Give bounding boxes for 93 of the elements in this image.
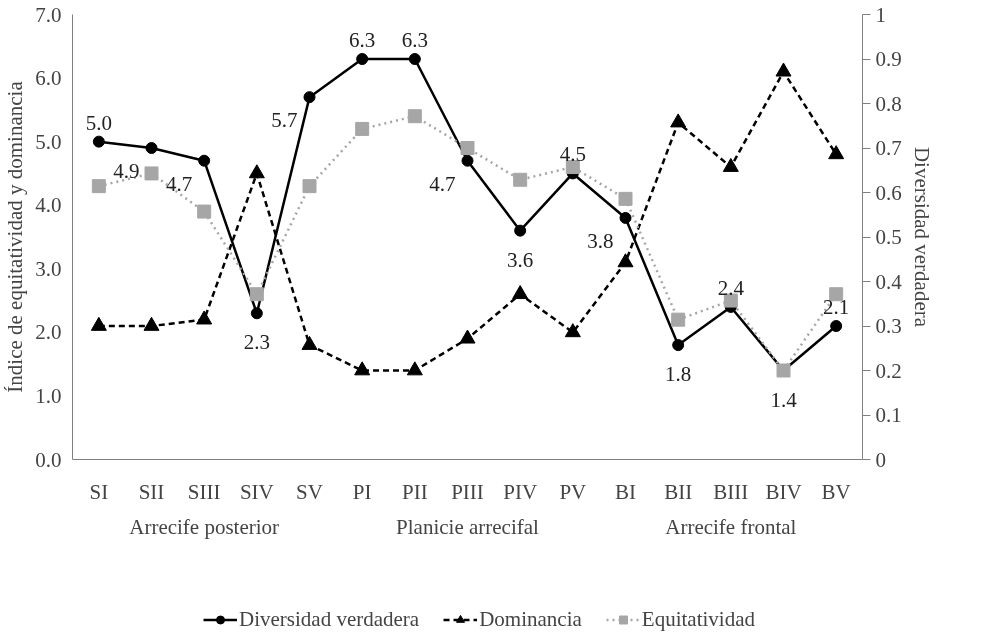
x-tick-label: PI [352, 479, 372, 504]
x-tick-label: SII [138, 479, 165, 504]
point [301, 335, 318, 350]
point [512, 285, 529, 300]
legend-label: Equitatividad [641, 606, 755, 632]
legend-label: Diversidad verdadera [239, 606, 420, 632]
x-tick-label: BIV [765, 479, 802, 504]
x-tick-label: BII [664, 479, 693, 504]
y2-tick-label: 0.9 [875, 47, 902, 71]
y2-tick-label: 0.8 [875, 91, 902, 116]
point [408, 53, 421, 65]
point [564, 323, 581, 338]
point [565, 160, 580, 175]
point [143, 316, 160, 331]
data-label: 2.4 [717, 275, 745, 300]
x-tick-label: BV [821, 479, 851, 504]
point [303, 91, 316, 104]
y2-tick-label: 0.6 [875, 180, 902, 205]
data-label: 3.6 [507, 247, 534, 272]
data-label: 4.5 [559, 142, 586, 167]
point [617, 253, 634, 268]
point [249, 287, 264, 302]
point [354, 361, 371, 376]
y-tick-label: 0.0 [35, 447, 62, 472]
point [197, 204, 212, 219]
point [198, 154, 211, 167]
point [459, 329, 476, 344]
data-label: 2.1 [823, 295, 850, 319]
point [461, 154, 474, 167]
x-tick-label: SIV [239, 479, 274, 504]
point [514, 224, 527, 237]
y2-tick-label: 0 [875, 447, 886, 472]
point [618, 191, 633, 206]
x-tick-label: SIII [187, 479, 221, 504]
data-label: 4.7 [429, 171, 456, 196]
y2-tick-label: 1 [875, 2, 886, 27]
data-label: 5.7 [271, 108, 298, 133]
data-label: 4.9 [113, 159, 140, 183]
point [672, 339, 685, 352]
y2-tick-label: 0.1 [875, 403, 902, 427]
text: Planicie arrecifal [396, 514, 540, 539]
y-tick-label: 1.0 [35, 383, 62, 408]
data-label: 5.0 [85, 110, 112, 135]
data-label: 4.7 [165, 171, 193, 196]
point [302, 179, 317, 194]
point [248, 164, 265, 179]
y2-tick-label: 0.7 [875, 136, 902, 160]
data-label: 1.4 [770, 387, 798, 412]
point [92, 135, 105, 148]
point [356, 53, 369, 65]
y-axis-title: Índice de equitatividad y dominancia [3, 80, 28, 393]
data-label: 1.8 [665, 362, 692, 387]
y-tick-label: 6.0 [35, 66, 62, 91]
x-tick-label: SV [296, 479, 323, 504]
data-label: 6.3 [401, 28, 428, 52]
point [671, 312, 686, 327]
x-tick-label: PII [402, 479, 428, 504]
y-tick-label: 3.0 [35, 256, 62, 281]
y2-tick-label: 0.3 [875, 314, 902, 338]
y2-tick-label: 0.5 [875, 225, 902, 249]
y2-tick-label: 0.4 [875, 269, 903, 294]
y-tick-label: 5.0 [35, 129, 62, 154]
point [830, 320, 843, 332]
x-tick-label: PIII [451, 479, 484, 504]
x-tick-label: SI [89, 479, 109, 504]
point [196, 310, 213, 325]
point [250, 307, 263, 320]
point [406, 361, 423, 376]
data-label: 6.3 [349, 28, 376, 52]
x-tick-label: BI [615, 479, 637, 504]
point [828, 145, 845, 160]
text: Arrecife posterior [129, 514, 280, 539]
y2-tick-label: 0.2 [875, 358, 902, 383]
point [460, 141, 475, 155]
legend-label: Dominancia [479, 606, 582, 632]
point [355, 121, 370, 136]
point [90, 316, 107, 331]
y-tick-label: 2.0 [35, 320, 62, 345]
x-tick-label: BIII [713, 479, 749, 504]
x-tick-label: PIV [503, 479, 538, 504]
data-label: 2.3 [243, 330, 270, 355]
point [145, 142, 158, 154]
point [407, 109, 422, 124]
y-tick-label: 4.0 [35, 193, 62, 218]
point [513, 172, 528, 187]
point [619, 211, 632, 224]
text: Arrecife frontal [665, 514, 797, 539]
y2-axis-title: Diversidad verdadera [909, 146, 934, 328]
point [91, 179, 106, 194]
x-tick-label: PV [559, 479, 587, 504]
y-tick-label: 7.0 [35, 2, 62, 27]
point [144, 166, 159, 181]
data-label: 3.8 [587, 228, 614, 253]
